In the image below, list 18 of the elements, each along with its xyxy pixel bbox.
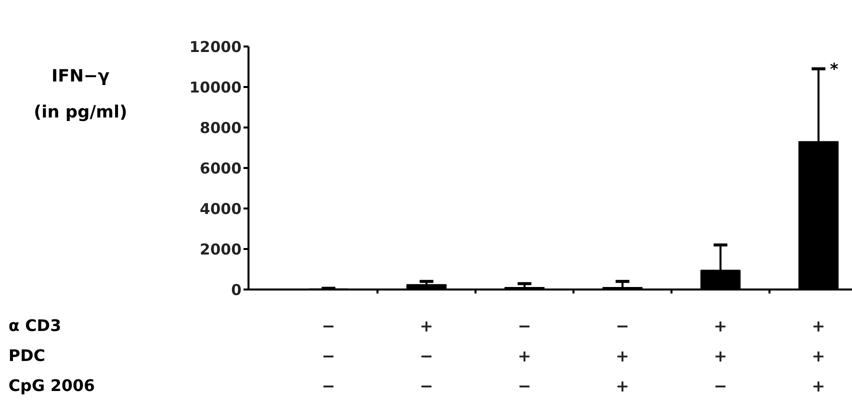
y-tick-label: 8000	[200, 119, 242, 137]
x-tick-label: − + −	[518, 316, 532, 396]
text: CpG 2006	[8, 376, 95, 395]
y-tick-label: 10000	[189, 78, 242, 96]
x-tick-label: + + −	[714, 316, 728, 396]
x-tick-label: − + +	[616, 316, 630, 396]
x-tick-label: − − −	[322, 316, 336, 396]
x-tick-label: + + +	[812, 316, 826, 396]
x-tick-label: + − −	[420, 316, 434, 396]
y-tick-label: 6000	[200, 160, 242, 178]
y-tick-label: 0	[231, 281, 242, 299]
y-tick-label: 12000	[189, 38, 242, 56]
y-tick-label: 4000	[200, 200, 242, 218]
y-tick-label: 2000	[200, 240, 242, 258]
annotation: *	[830, 59, 839, 78]
text: α CD3	[8, 316, 62, 335]
y-axis-title: IFN−γ (in pg/ml)	[34, 66, 128, 122]
text: PDC	[8, 346, 46, 365]
